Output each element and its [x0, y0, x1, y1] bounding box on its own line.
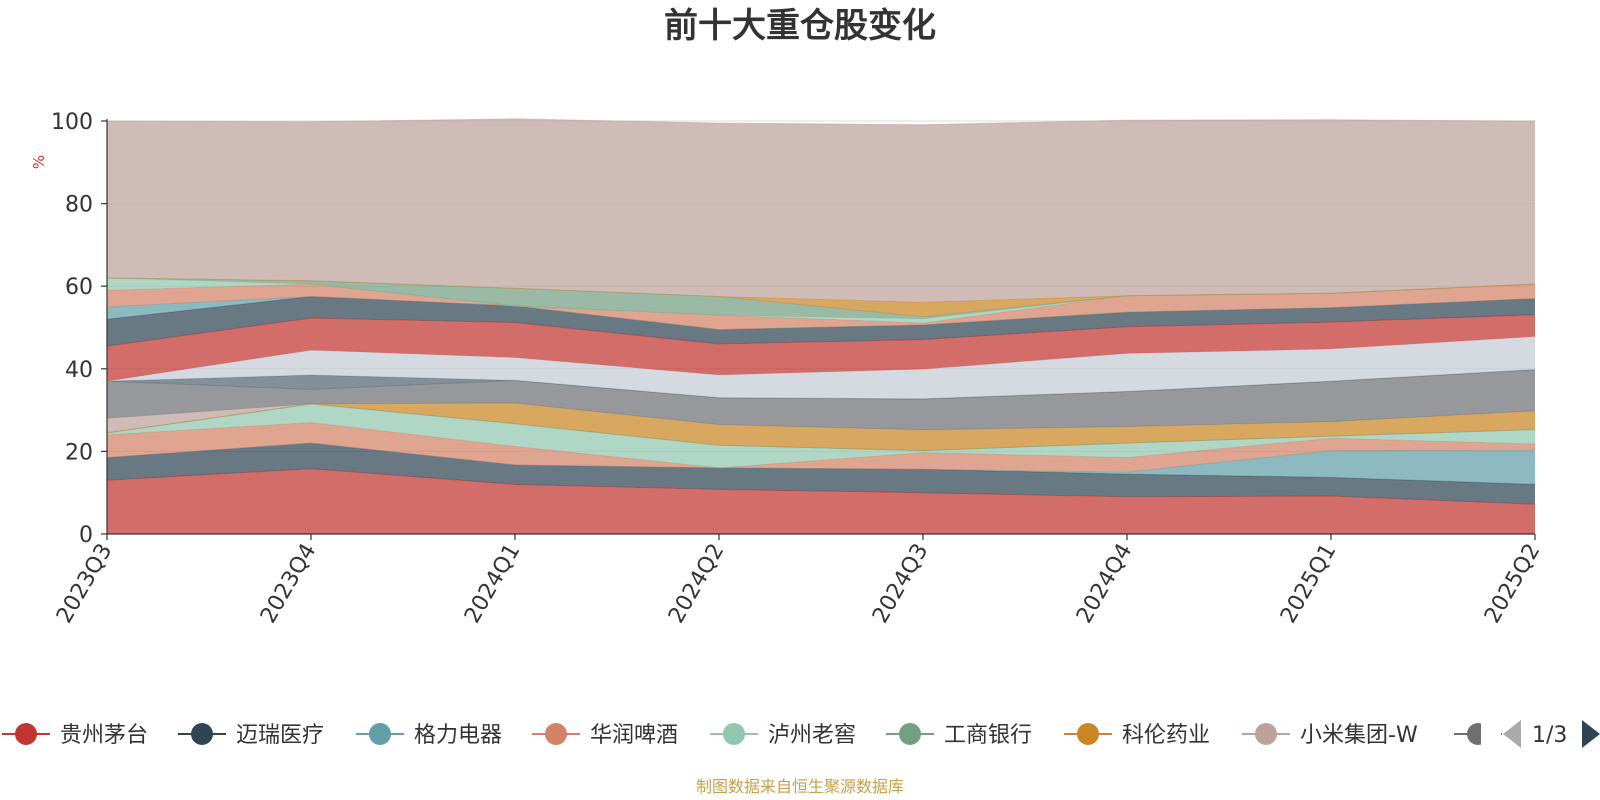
legend-swatch-marker [723, 723, 745, 745]
legend-swatch-marker [369, 723, 391, 745]
legend-label: 泸州老窖 [768, 723, 856, 748]
y-tick-label: 20 [65, 440, 93, 465]
source-note: 制图数据来自恒生聚源数据库 [695, 777, 904, 796]
area-series-10 [107, 336, 1535, 399]
area-series [106, 118, 1536, 534]
legend-label: 小米集团-W [1300, 723, 1418, 748]
legend-label: 格力电器 [414, 723, 502, 748]
legend-item-1[interactable]: 迈瑞医疗 [178, 723, 324, 748]
y-tick-label: 100 [51, 110, 93, 135]
legend-item-5[interactable]: 工商银行 [886, 723, 1032, 748]
x-tick-label: 2024Q1 [460, 540, 525, 628]
area-series-2 [107, 443, 1535, 485]
legend-swatch-marker [545, 723, 567, 745]
area-series-8 [107, 369, 1535, 430]
area-series-16 [107, 277, 1535, 319]
legend-overflow-mask [1481, 712, 1501, 756]
legend-item-6[interactable]: 科伦药业 [1064, 723, 1210, 748]
legend-item-0[interactable]: 贵州茅台 [2, 723, 148, 748]
legend-item-3[interactable]: 华润啤酒 [532, 723, 678, 748]
legend-item-4[interactable]: 泸州老窖 [710, 723, 856, 748]
legend-swatch-marker [15, 723, 37, 745]
x-tick-label: 2025Q1 [1276, 540, 1341, 628]
legend-label: 迈瑞医疗 [236, 723, 324, 748]
area-series-3 [107, 422, 1535, 473]
legend-swatch-marker [899, 723, 921, 745]
x-tick-label: 2024Q2 [664, 540, 729, 628]
x-tick-label: 2025Q2 [1480, 540, 1545, 628]
x-tick-label: 2023Q3 [52, 540, 117, 628]
area-edge-18 [106, 118, 1536, 126]
x-tick-label: 2023Q4 [256, 540, 321, 628]
area-series-9 [107, 369, 1535, 399]
legend-swatch-marker [1255, 723, 1277, 745]
area-series-0 [107, 468, 1535, 534]
area-series-11 [107, 314, 1535, 382]
area-series-12 [107, 296, 1535, 347]
y-tick-label: 0 [79, 523, 93, 548]
y-tick-label: 40 [65, 358, 93, 383]
legend-swatch-marker [1077, 723, 1099, 745]
triangle-left-icon[interactable] [1503, 720, 1521, 748]
area-series-18 [107, 118, 1535, 303]
legend[interactable]: 贵州茅台 迈瑞医疗 格力电器 华润啤酒 泸州老窖 工商银行 科伦药业 小米集团-W 1/3 [2, 712, 1600, 756]
legend-item-7[interactable]: 小米集团-W [1242, 723, 1418, 748]
x-tick-label: 2024Q3 [868, 540, 933, 628]
legend-swatch-marker [191, 723, 213, 745]
area-series-1 [107, 443, 1535, 505]
area-series-6 [107, 403, 1535, 451]
y-axis-label: % [30, 155, 48, 169]
y-tick-label: 60 [65, 275, 93, 300]
legend-label: 贵州茅台 [60, 723, 148, 748]
area-series-4 [107, 403, 1535, 468]
chart-title: 前十大重仓股变化 [664, 6, 936, 46]
legend-item-2[interactable]: 格力电器 [356, 723, 502, 748]
legend-page-indicator: 1/3 [1532, 723, 1567, 748]
legend-label: 工商银行 [944, 723, 1032, 748]
y-tick-label: 80 [65, 193, 93, 218]
x-tick-label: 2024Q4 [1072, 540, 1137, 628]
legend-label: 华润啤酒 [590, 723, 678, 748]
triangle-right-icon[interactable] [1582, 720, 1600, 748]
legend-label: 科伦药业 [1122, 723, 1210, 748]
